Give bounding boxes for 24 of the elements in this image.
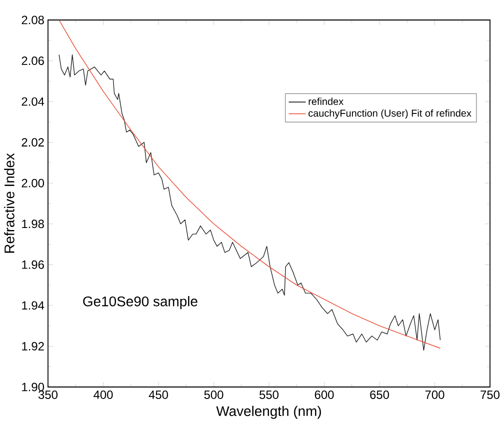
x-tick-label: 750 [480,390,500,399]
legend-label: refindex [308,98,344,105]
x-tick-label: 450 [148,390,168,399]
y-tick-label: 1.96 [22,260,44,269]
y-axis-title: Refractive Index [4,153,14,253]
x-tick-label: 500 [204,390,224,399]
y-tick-label: 2.00 [22,178,44,188]
y-tick-label: 2.06 [22,56,44,65]
y-tick-label: 2.02 [22,138,44,147]
x-tick-label: 650 [370,390,390,399]
x-axis-title: Wavelength (nm) [216,406,321,419]
y-tick-label: 2.08 [22,16,44,24]
y-tick-label: 1.90 [22,382,44,392]
x-tick-label: 600 [314,390,334,399]
x-tick-label: 350 [38,390,58,399]
x-tick-label: 400 [94,390,113,399]
y-tick-label: 1.98 [22,220,44,228]
y-tick-label: 1.94 [22,301,44,310]
legend-label: cauchyFunction (User) Fit of refindex [308,109,472,119]
annotation: Ge10Se90 sample [83,296,198,310]
x-tick-label: 550 [260,390,279,399]
y-tick-label: 1.92 [22,342,44,350]
y-tick-label: 2.04 [22,97,44,106]
x-tick-label: 700 [425,390,444,399]
